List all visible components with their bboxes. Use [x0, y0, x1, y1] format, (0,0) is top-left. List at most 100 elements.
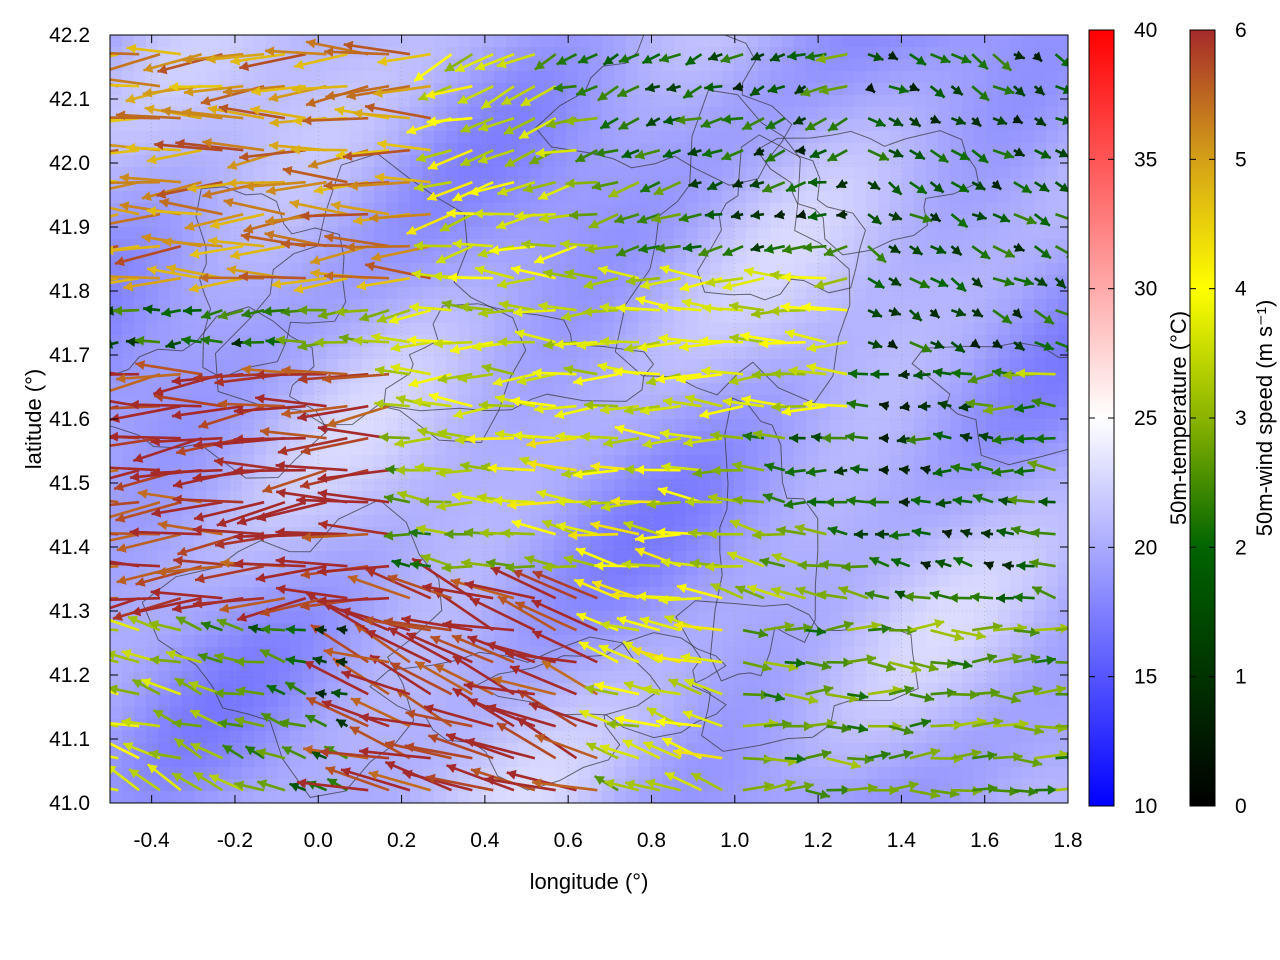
temperature-cell	[446, 95, 459, 108]
temperature-cell	[782, 83, 795, 96]
temperature-cell	[986, 263, 999, 276]
temperature-cell	[938, 71, 951, 84]
temperature-cell	[650, 35, 663, 48]
temperature-cell	[374, 119, 387, 132]
temperature-cell	[458, 167, 471, 180]
temperature-cell	[734, 263, 747, 276]
temperature-cell	[290, 311, 303, 324]
temperature-cell	[950, 707, 963, 720]
temperature-cell	[962, 767, 975, 780]
temperature-cell	[794, 251, 807, 264]
temperature-cell	[1034, 227, 1047, 240]
temperature-cell	[290, 671, 303, 684]
temperature-cell	[842, 503, 855, 516]
temperature-cell	[410, 35, 423, 48]
temperature-cell	[998, 443, 1011, 456]
temperature-cell	[866, 299, 879, 312]
temperature-cell	[758, 59, 771, 72]
temperature-cell	[362, 59, 375, 72]
temperature-cell	[206, 551, 219, 564]
temperature-cell	[818, 383, 831, 396]
temperature-cell	[710, 167, 723, 180]
temperature-cell	[434, 311, 447, 324]
temperature-cell	[986, 479, 999, 492]
temperature-cell	[962, 539, 975, 552]
temperature-cell	[614, 275, 627, 288]
temperature-cell	[290, 35, 303, 48]
temperature-cell	[734, 479, 747, 492]
temperature-cell	[362, 35, 375, 48]
temperature-cell	[710, 731, 723, 744]
temperature-cell	[422, 251, 435, 264]
temperature-cell	[842, 131, 855, 144]
temperature-cell	[962, 191, 975, 204]
temperature-cell	[950, 155, 963, 168]
temperature-cell	[926, 419, 939, 432]
temperature-cell	[782, 575, 795, 588]
temperature-cell	[770, 71, 783, 84]
temperature-cell	[698, 503, 711, 516]
temperature-cell	[1022, 599, 1035, 612]
temperature-cell	[1022, 443, 1035, 456]
temperature-cell	[1010, 71, 1023, 84]
temperature-cell	[806, 59, 819, 72]
temperature-cell	[974, 479, 987, 492]
temperature-cell	[698, 347, 711, 360]
temperature-cell	[698, 575, 711, 588]
temperature-cell	[590, 107, 603, 120]
temperature-cell	[878, 611, 891, 624]
temperature-cell	[890, 611, 903, 624]
temperature-cell	[818, 503, 831, 516]
temperature-cell	[1034, 419, 1047, 432]
temperature-cell	[554, 107, 567, 120]
temperature-cell	[542, 767, 555, 780]
temperature-cell	[398, 323, 411, 336]
temperature-cell	[746, 503, 759, 516]
temperature-cell	[134, 635, 147, 648]
temperature-cell	[794, 107, 807, 120]
temperature-cell	[950, 71, 963, 84]
temperature-cell	[230, 191, 243, 204]
temperature-cell	[278, 515, 291, 528]
temperature-cell	[554, 287, 567, 300]
temperature-cell	[710, 503, 723, 516]
temperature-cell	[638, 263, 651, 276]
temperature-cell	[962, 203, 975, 216]
temperature-cell	[1022, 707, 1035, 720]
temperature-cell	[890, 503, 903, 516]
temperature-cell	[578, 671, 591, 684]
temperature-cell	[638, 311, 651, 324]
temperature-cell	[506, 251, 519, 264]
temperature-cell	[290, 575, 303, 588]
temperature-cell	[686, 419, 699, 432]
temperature-cell	[1046, 455, 1059, 468]
temperature-cell	[566, 731, 579, 744]
temperature-cell	[674, 479, 687, 492]
temperature-cell	[494, 419, 507, 432]
temperature-cell	[758, 515, 771, 528]
temperature-cell	[506, 143, 519, 156]
temperature-cell	[1058, 443, 1068, 456]
temperature-cell	[854, 707, 867, 720]
temperature-cell	[734, 71, 747, 84]
temperature-cell	[206, 479, 219, 492]
temperature-cell	[590, 299, 603, 312]
temperature-cell	[698, 71, 711, 84]
temperature-cell	[770, 215, 783, 228]
temperature-cell	[710, 539, 723, 552]
temperature-cell	[926, 227, 939, 240]
temperature-cell	[542, 71, 555, 84]
temperature-cell	[1046, 599, 1059, 612]
temperature-cell	[566, 191, 579, 204]
temperature-cell	[722, 755, 735, 768]
temperature-cell	[374, 155, 387, 168]
temperature-cell	[338, 263, 351, 276]
temperature-cell	[710, 71, 723, 84]
temperature-cell	[998, 263, 1011, 276]
temperature-cell	[350, 383, 363, 396]
temperature-cell	[818, 347, 831, 360]
temperature-cell	[878, 311, 891, 324]
temperature-cell	[902, 515, 915, 528]
temperature-cell	[950, 695, 963, 708]
temperature-cell	[866, 563, 879, 576]
